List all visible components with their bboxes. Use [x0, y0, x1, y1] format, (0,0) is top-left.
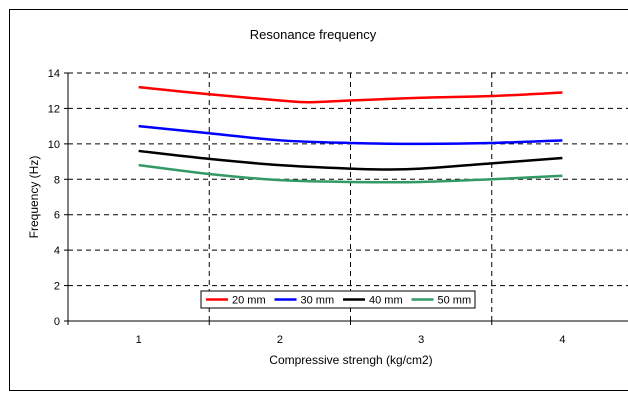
y-axis-label: Frequency (Hz)	[27, 156, 41, 239]
y-tick-label: 2	[54, 281, 60, 293]
y-tick-label: 0	[54, 316, 60, 328]
legend-label: 30 mm	[301, 295, 335, 307]
chart-area-border	[10, 10, 628, 391]
y-tick-label: 8	[54, 174, 60, 186]
legend-label: 50 mm	[438, 295, 472, 307]
legend: 20 mm 30 mm 40 mm 50 mm	[201, 291, 475, 308]
chart-title: Resonance frequency	[250, 27, 377, 42]
x-tick-label: 3	[418, 334, 424, 346]
legend-label: 40 mm	[369, 295, 403, 307]
x-tick-label: 1	[136, 334, 142, 346]
y-tick-label: 10	[48, 139, 60, 151]
x-tick-label: 4	[559, 334, 565, 346]
y-tick-label: 6	[54, 210, 60, 222]
x-tick-label: 2	[277, 334, 283, 346]
legend-label: 20 mm	[232, 295, 266, 307]
y-tick-label: 4	[54, 245, 60, 257]
x-axis-label: Compressive strengh (kg/cm2)	[269, 353, 432, 367]
y-tick-label: 12	[48, 103, 60, 115]
y-tick-label: 14	[48, 68, 60, 80]
